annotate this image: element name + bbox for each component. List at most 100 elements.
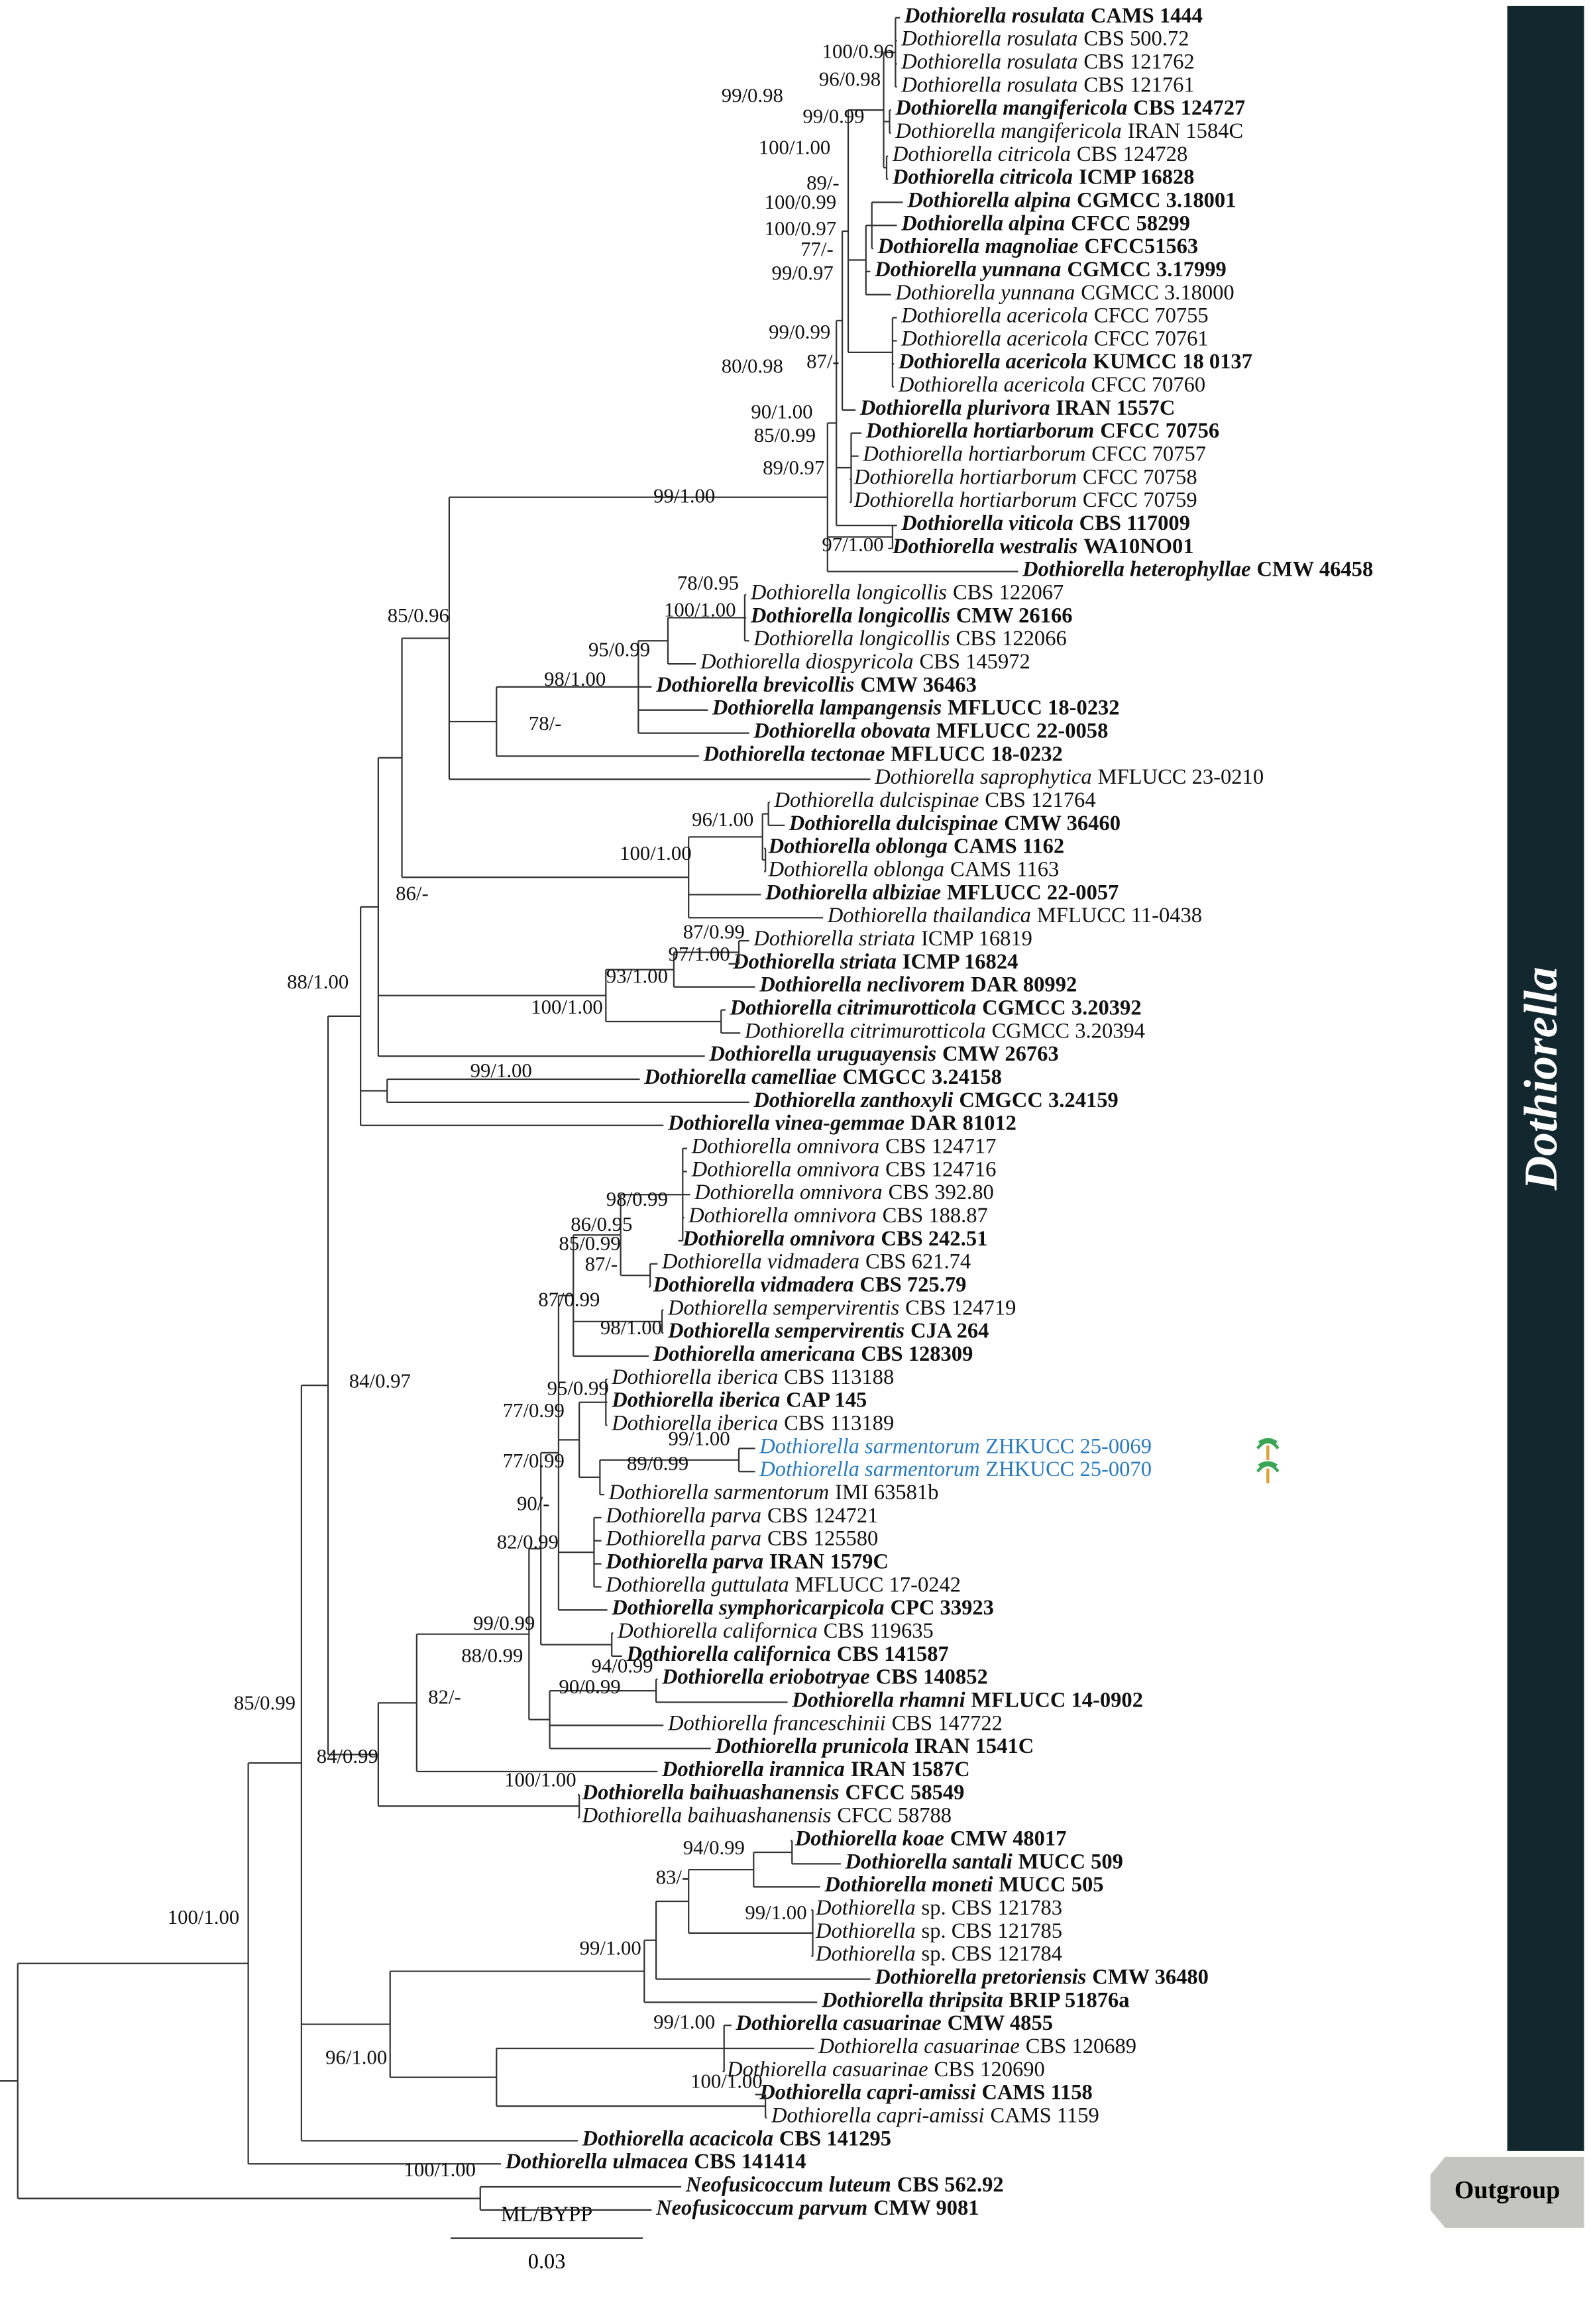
taxon-label: Dothiorella vidmadera CBS 725.79	[653, 1273, 967, 1297]
taxon-name: Neofusicoccum luteum	[685, 2174, 891, 2197]
support-value: 99/1.00	[580, 1937, 641, 1960]
taxon-strain: MFLUCC 18-0232	[891, 743, 1062, 766]
taxon-strain: CMGCC 3.24158	[842, 1066, 1001, 1090]
taxon-label: Dothiorella parva IRAN 1579C	[605, 1550, 889, 1574]
taxon-strain: CBS 120689	[1026, 2035, 1136, 2059]
support-value: 95/0.99	[588, 638, 650, 660]
support-value: 84/0.97	[349, 1369, 411, 1392]
taxon-label: Dothiorella zanthoxyli CMGCC 3.24159	[753, 1088, 1118, 1112]
taxon-strain: CMW 26166	[956, 604, 1073, 628]
support-value: 77/0.99	[503, 1450, 565, 1472]
taxon-label: Dothiorella iberica CBS 113188	[611, 1365, 894, 1389]
taxon-strain: CFCC 70759	[1083, 489, 1197, 513]
taxon-label: Dothiorella lampangensis MFLUCC 18-0232	[712, 696, 1120, 720]
taxon-label: Dothiorella sp. CBS 121784	[815, 1942, 1062, 1966]
taxon-label: Dothiorella thailandica MFLUCC 11-0438	[827, 904, 1202, 928]
taxon-label: Dothiorella diospyricola CBS 145972	[700, 651, 1030, 674]
taxon-strain: sp. CBS 121785	[922, 1919, 1063, 1943]
support-value: 98/1.00	[600, 1316, 662, 1339]
taxon-strain: CMGCC 3.24159	[959, 1088, 1118, 1112]
taxon-name: Dothiorella rosulata	[901, 50, 1077, 74]
taxon-strain: CBS 124719	[905, 1296, 1016, 1320]
palm-icon	[1256, 1438, 1280, 1450]
taxon-name: Dothiorella koae	[795, 1827, 944, 1851]
taxon-label: Dothiorella capri-amissi CAMS 1159	[771, 2104, 1099, 2128]
clade-bar	[1507, 5, 1584, 2151]
taxon-label: Dothiorella californica CBS 141587	[626, 1642, 949, 1666]
taxon-strain: WA10NO01	[1083, 535, 1193, 558]
support-value: 82/-	[428, 1686, 461, 1709]
taxon-label: Dothiorella rosulata CBS 121762	[901, 50, 1194, 74]
support-value: 94/0.99	[683, 1836, 745, 1859]
support-value: 99/0.99	[473, 1612, 535, 1634]
support-value: 100/1.00	[664, 598, 736, 621]
taxon-label: Dothiorella longicollis CBS 122066	[753, 627, 1066, 651]
support-value: 97/1.00	[822, 533, 883, 556]
taxon-strain: MFLUCC 14-0902	[971, 1689, 1143, 1713]
taxon-label: Dothiorella mangifericola IRAN 1584C	[895, 119, 1243, 143]
taxon-strain: IRAN 1587C	[851, 1758, 970, 1782]
taxon-name: Dothiorella symphoricarpicola	[611, 1597, 884, 1620]
support-value: 89/0.97	[763, 456, 824, 479]
taxon-strain: CBS 124721	[767, 1504, 878, 1528]
support-value: 99/0.99	[769, 321, 830, 343]
taxon-name: Dothiorella baihuashanensis	[582, 1781, 840, 1805]
taxon-strain: CGMCC 3.18001	[1077, 189, 1236, 213]
taxon-strain: MFLUCC 22-0058	[936, 719, 1108, 743]
taxon-label: Dothiorella hortiarborum CFCC 70757	[862, 443, 1206, 466]
taxon-label: Dothiorella citrimurotticola CGMCC 3.2039…	[730, 996, 1142, 1020]
taxon-name: Dothiorella dulcispinae	[774, 789, 979, 813]
taxon-name: Dothiorella alpina	[901, 212, 1065, 236]
taxon-strain: CBS 562.92	[897, 2174, 1004, 2197]
taxon-label: Dothiorella acericola CFCC 70755	[901, 304, 1208, 328]
taxon-label: Dothiorella alpina CFCC 58299	[901, 212, 1190, 236]
taxon-name: Dothiorella vidmadera	[653, 1273, 854, 1297]
taxon-strain: CAMS 1159	[991, 2104, 1099, 2128]
taxon-name: Dothiorella sempervirentis	[667, 1296, 899, 1320]
taxon-label: Dothiorella omnivora CBS 124717	[691, 1135, 997, 1159]
support-value: 94/0.99	[592, 1655, 653, 1677]
taxon-label: Dothiorella vidmadera CBS 621.74	[661, 1250, 971, 1274]
taxon-strain: CBS 141414	[694, 2150, 806, 2174]
support-value: 100/1.00	[759, 136, 831, 158]
support-value: 89/0.99	[627, 1452, 688, 1475]
taxon-name: Dothiorella obovata	[753, 719, 930, 743]
taxon-name: Dothiorella acericola	[898, 350, 1087, 374]
support-value: 90/1.00	[751, 400, 812, 423]
support-value: 99/0.98	[722, 84, 783, 107]
taxon-name: Dothiorella sempervirentis	[667, 1320, 905, 1344]
taxon-label: Dothiorella acacicola CBS 141295	[582, 2127, 891, 2151]
taxon-strain: CBS 121764	[985, 789, 1095, 813]
taxon-name: Dothiorella	[815, 1897, 916, 1921]
taxon-label: Dothiorella koae CMW 48017	[795, 1827, 1067, 1851]
support-value: 87/0.99	[538, 1289, 600, 1311]
taxon-name: Dothiorella parva	[605, 1527, 761, 1551]
taxon-strain: CBS 128309	[861, 1343, 973, 1367]
taxon-strain: CFCC 70757	[1091, 443, 1206, 466]
taxon-name: Dothiorella casuarinae	[736, 2012, 942, 2036]
taxon-name: Dothiorella mangifericola	[895, 97, 1127, 121]
taxon-label: Dothiorella omnivora CBS 392.80	[694, 1181, 994, 1205]
taxon-name: Dothiorella omnivora	[694, 1181, 883, 1205]
taxon-name: Dothiorella prunicola	[714, 1735, 908, 1759]
taxon-name: Dothiorella ulmacea	[505, 2150, 688, 2174]
taxon-strain: CBS 113189	[784, 1412, 894, 1436]
taxon-strain: IMI 63581b	[835, 1481, 938, 1505]
taxon-strain: CMW 4855	[948, 2012, 1053, 2036]
taxon-name: Dothiorella moneti	[824, 1874, 993, 1897]
taxon-label: Dothiorella sempervirentis CJA 264	[667, 1320, 989, 1344]
taxon-name: Dothiorella vidmadera	[661, 1250, 859, 1274]
taxon-label: Dothiorella baihuashanensis CFCC 58549	[582, 1781, 965, 1805]
support-value: 85/0.99	[559, 1232, 620, 1255]
taxon-strain: IRAN 1579C	[769, 1550, 889, 1574]
support-value: 100/0.96	[822, 40, 895, 62]
taxon-name: Dothiorella zanthoxyli	[753, 1088, 953, 1112]
taxon-label: Dothiorella vinea-gemmae DAR 81012	[667, 1112, 1016, 1136]
taxon-strain: DAR 81012	[910, 1112, 1016, 1136]
support-value: 89/-	[806, 172, 840, 194]
outgroup-box	[1430, 2156, 1584, 2228]
taxon-strain: CGMCC 3.20392	[982, 996, 1141, 1020]
taxon-strain: CJA 264	[910, 1320, 989, 1344]
taxon-name: Dothiorella thailandica	[827, 904, 1031, 928]
support-value: 99/1.00	[470, 1059, 532, 1082]
